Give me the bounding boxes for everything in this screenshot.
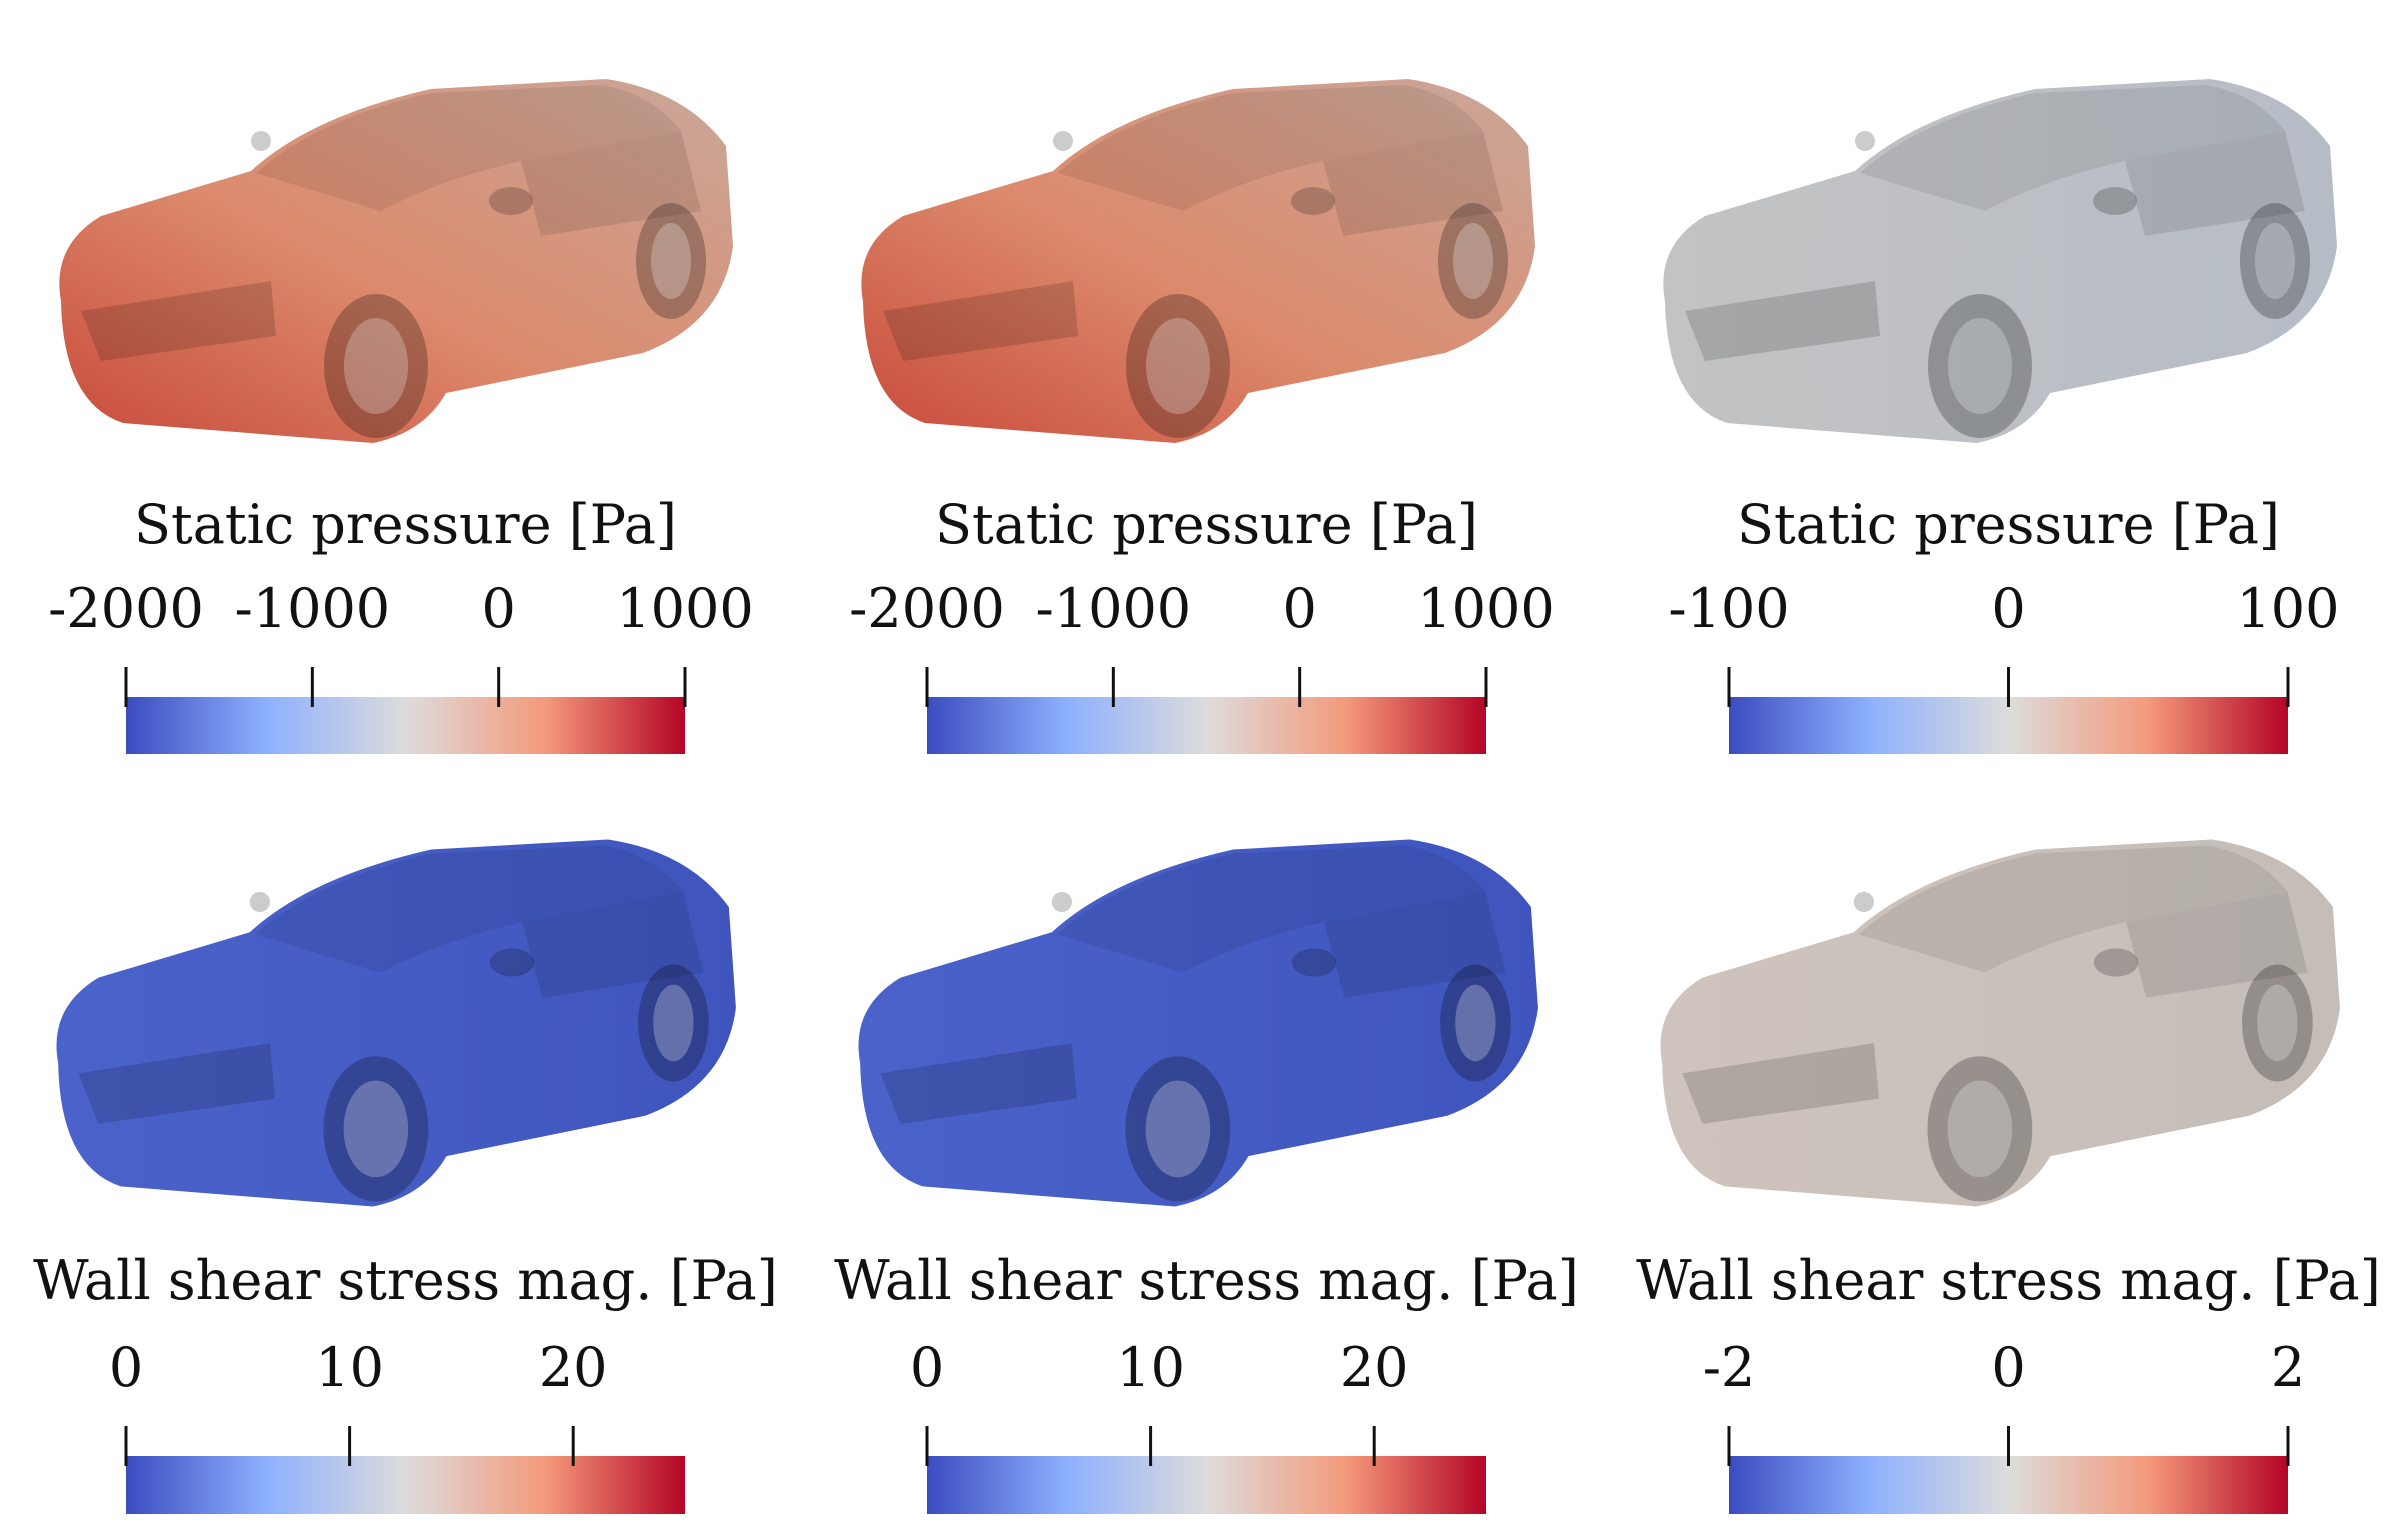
tick-label: 1000	[616, 577, 753, 640]
tick-label: 0	[1991, 577, 2025, 640]
car-render	[56, 839, 736, 1207]
tick-label: 10	[1116, 1336, 1185, 1399]
tick-label: -1000	[234, 577, 390, 640]
tick-label: -2000	[48, 577, 204, 640]
tick-label: 20	[1340, 1336, 1409, 1399]
tick-label: 100	[2236, 577, 2339, 640]
tick-label: 0	[109, 1336, 143, 1399]
tick-label: 1000	[1417, 577, 1554, 640]
tick-label: -1000	[1035, 577, 1191, 640]
tick-label: 0	[910, 1336, 944, 1399]
tick-label: 0	[1991, 1336, 2025, 1399]
colorbar-label: Wall shear stress mag. [Pa]	[33, 1249, 778, 1312]
colorbar-label: Static pressure [Pa]	[935, 493, 1478, 556]
tick-label: -2	[1703, 1336, 1756, 1399]
car-render	[1660, 839, 2340, 1207]
colorbar	[927, 697, 1486, 754]
tick-label: 20	[539, 1336, 608, 1399]
colorbar	[126, 697, 685, 754]
tick-label: 2	[2271, 1336, 2305, 1399]
colorbar-label: Wall shear stress mag. [Pa]	[1636, 1249, 2381, 1312]
tick-label: -100	[1668, 577, 1789, 640]
car-render	[858, 839, 1538, 1207]
tick-label: 0	[481, 577, 515, 640]
car-render	[1663, 79, 2337, 443]
car-render	[59, 79, 734, 443]
colorbar-label: Static pressure [Pa]	[134, 493, 677, 556]
tick-label: 10	[315, 1336, 384, 1399]
car-renders	[56, 79, 2340, 1207]
tick-label: -2000	[849, 577, 1005, 640]
tick-label: 0	[1282, 577, 1316, 640]
colorbar	[927, 1456, 1486, 1514]
car-render	[861, 79, 1535, 443]
colorbar-label: Static pressure [Pa]	[1737, 493, 2280, 556]
colorbar	[126, 1456, 685, 1514]
colorbar-label: Wall shear stress mag. [Pa]	[834, 1249, 1579, 1312]
